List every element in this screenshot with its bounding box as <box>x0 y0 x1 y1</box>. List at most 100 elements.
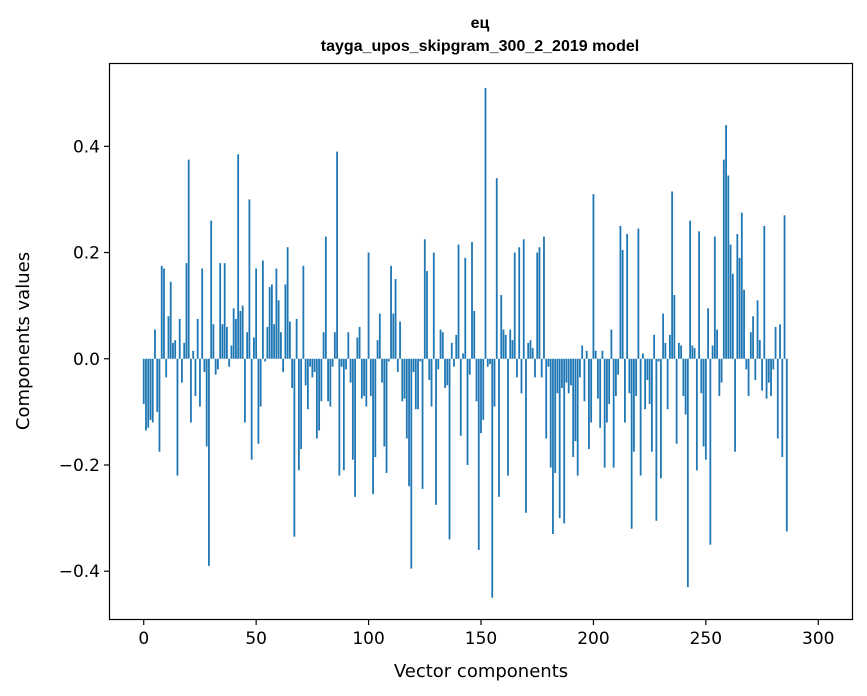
bar <box>365 358 368 407</box>
y-tick-label: −0.2 <box>59 456 100 476</box>
bar <box>709 358 712 545</box>
bar <box>511 340 514 359</box>
bar <box>414 358 417 410</box>
bar <box>504 334 507 359</box>
bar <box>250 358 253 460</box>
bar <box>405 358 408 439</box>
bar <box>691 345 694 359</box>
bar <box>491 358 494 598</box>
bar <box>374 358 377 458</box>
bar <box>196 318 199 359</box>
bar <box>241 305 244 359</box>
bar <box>522 239 525 359</box>
bar <box>770 358 772 396</box>
bar <box>646 358 649 381</box>
bar <box>734 358 736 452</box>
bar <box>549 358 552 468</box>
bar <box>257 358 260 444</box>
bar <box>641 353 644 359</box>
bar <box>372 358 374 495</box>
bar <box>704 358 707 460</box>
bar <box>498 358 500 497</box>
bar <box>684 358 687 415</box>
bar <box>392 313 395 359</box>
bar <box>187 159 190 359</box>
bar <box>315 358 318 439</box>
bar <box>554 358 557 473</box>
bar <box>282 358 285 373</box>
bar <box>169 281 172 359</box>
bar <box>304 358 307 386</box>
bar <box>172 342 174 359</box>
bar <box>529 340 532 359</box>
bar <box>340 358 343 367</box>
bar <box>354 358 356 497</box>
bar <box>547 358 550 367</box>
bar <box>151 358 154 423</box>
bar <box>534 358 536 378</box>
bar <box>219 263 222 359</box>
bar <box>666 358 669 410</box>
bar <box>291 358 294 388</box>
bar <box>174 340 177 359</box>
bar <box>484 87 487 359</box>
bar <box>356 337 359 359</box>
chart-subtitle: tayga_upos_skipgram_300_2_2019 model <box>321 38 639 55</box>
bar <box>145 358 147 431</box>
bar <box>727 175 730 359</box>
bar <box>563 358 566 524</box>
bar <box>237 154 240 359</box>
bar <box>331 358 334 367</box>
bar <box>480 358 482 434</box>
bar <box>446 358 449 386</box>
bar <box>736 233 739 359</box>
bar <box>351 358 354 460</box>
bar <box>156 358 159 412</box>
bar <box>635 358 638 396</box>
bar <box>221 324 224 359</box>
bar <box>493 358 496 407</box>
bar <box>473 310 476 359</box>
bar <box>306 358 309 410</box>
bar <box>486 358 489 367</box>
bar <box>682 358 685 396</box>
bar <box>495 178 498 359</box>
bar <box>482 358 485 420</box>
bar <box>489 358 491 365</box>
bar <box>606 358 608 423</box>
bar <box>509 329 512 359</box>
y-tick-label: 0.4 <box>73 137 100 157</box>
bar <box>594 350 597 359</box>
bar <box>385 358 388 473</box>
x-tick-label: 50 <box>245 629 267 649</box>
bar <box>226 326 228 359</box>
bar <box>248 199 251 359</box>
bar <box>176 358 179 476</box>
bar <box>417 358 419 410</box>
bar <box>659 358 662 479</box>
bar <box>466 358 469 465</box>
bar <box>387 358 390 362</box>
bar <box>527 342 530 359</box>
bar <box>581 345 584 359</box>
bars-group <box>142 87 788 598</box>
bar <box>300 358 303 450</box>
bar <box>165 358 168 378</box>
bar <box>502 329 505 359</box>
chart-title: ец <box>471 15 490 32</box>
bar <box>738 257 741 359</box>
bar <box>570 358 572 386</box>
bar <box>477 358 480 550</box>
bar <box>264 358 267 362</box>
bar <box>432 252 435 359</box>
bar <box>333 332 336 359</box>
bar <box>644 358 647 410</box>
bar <box>203 358 206 373</box>
bar <box>441 332 444 359</box>
bar <box>320 358 323 402</box>
bar <box>149 358 152 420</box>
bar <box>668 334 671 359</box>
bar <box>713 236 716 359</box>
bar <box>520 358 523 394</box>
